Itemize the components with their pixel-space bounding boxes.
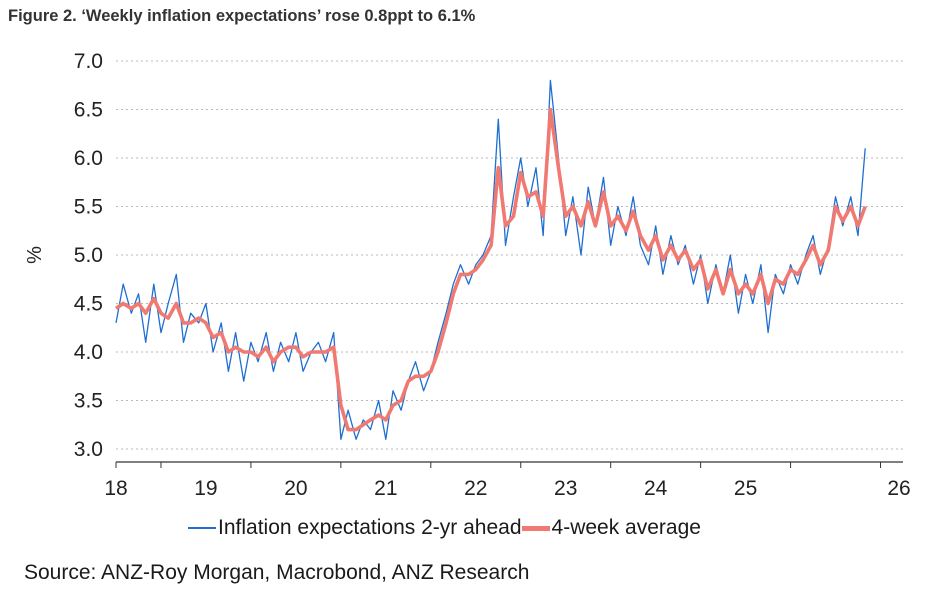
y-tick-labels: 3.0 3.5 4.0 4.5 5.0 5.5 6.0 6.5 7.0 <box>74 50 103 461</box>
source-note: Source: ANZ-Roy Morgan, Macrobond, ANZ R… <box>24 561 530 584</box>
x-tick-label: 23 <box>554 477 577 500</box>
x-axis: 18 19 20 21 22 23 24 25 26 <box>104 461 911 500</box>
x-tick-label: 21 <box>374 477 397 500</box>
legend-label-weekly: Inflation expectations 2-yr ahead <box>218 516 522 539</box>
x-tick-label: 22 <box>464 477 487 500</box>
x-tick-label: 20 <box>284 477 307 500</box>
x-tick-label: 19 <box>194 477 217 500</box>
legend-swatch-average <box>521 525 550 531</box>
series-group <box>114 79 867 440</box>
y-tick-label: 6.0 <box>74 147 103 170</box>
legend-item-average: 4-week average <box>521 516 701 540</box>
y-tick-label: 4.0 <box>74 341 103 364</box>
series-average-line <box>114 107 867 432</box>
legend-label-average: 4-week average <box>551 516 701 539</box>
legend-swatch-weekly <box>188 527 216 529</box>
y-tick-label: 3.5 <box>74 390 103 413</box>
x-tick-label: 18 <box>104 477 127 500</box>
y-axis-label: % <box>24 246 46 264</box>
series-weekly-line <box>115 79 866 440</box>
y-tick-label: 5.5 <box>74 196 103 219</box>
x-tick-label: 24 <box>644 477 668 500</box>
figure-title: Figure 2. ‘Weekly inflation expectations… <box>8 7 476 25</box>
x-tick-label: 26 <box>887 477 910 500</box>
x-tick-label: 25 <box>734 477 757 500</box>
y-tick-label: 7.0 <box>74 50 103 73</box>
legend: Inflation expectations 2-yr ahead 4-week… <box>188 516 701 540</box>
y-tick-label: 3.0 <box>74 438 103 461</box>
y-tick-label: 6.5 <box>74 99 103 122</box>
legend-item-weekly: Inflation expectations 2-yr ahead <box>188 516 522 540</box>
grid-lines <box>116 60 903 450</box>
y-tick-label: 4.5 <box>74 293 103 316</box>
y-tick-label: 5.0 <box>74 244 103 267</box>
